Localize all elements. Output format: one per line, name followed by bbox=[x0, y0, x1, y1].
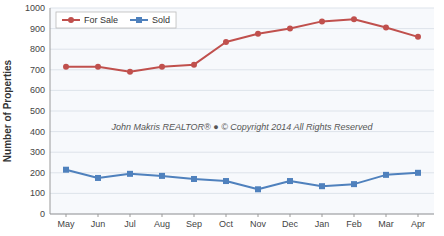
x-tick-label: May bbox=[57, 219, 75, 229]
legend: For Sale Sold bbox=[56, 12, 176, 28]
grid-line bbox=[50, 152, 434, 153]
point bbox=[159, 64, 165, 70]
legend-marker bbox=[68, 17, 74, 23]
y-tick-label: 300 bbox=[30, 147, 45, 157]
y-tick-label: 200 bbox=[30, 168, 45, 178]
x-tick-label: Oct bbox=[219, 219, 234, 229]
point bbox=[287, 178, 293, 184]
point bbox=[63, 167, 69, 173]
point bbox=[383, 25, 389, 31]
x-tick bbox=[162, 214, 163, 217]
y-axis-label: Number of Properties bbox=[2, 59, 13, 162]
y-tick-label: 400 bbox=[30, 127, 45, 137]
y-tick-label: 500 bbox=[30, 106, 45, 116]
point bbox=[223, 39, 229, 45]
x-tick bbox=[130, 214, 131, 217]
y-tick-label: 600 bbox=[30, 85, 45, 95]
point bbox=[63, 64, 69, 70]
x-tick-label: Feb bbox=[346, 219, 362, 229]
grid-line bbox=[50, 172, 434, 173]
point bbox=[319, 18, 325, 24]
x-axis-line bbox=[50, 214, 434, 215]
y-tick-label: 1000 bbox=[25, 3, 45, 13]
point bbox=[383, 172, 389, 178]
legend-box bbox=[56, 12, 176, 28]
x-tick bbox=[290, 214, 291, 217]
data-group bbox=[63, 16, 421, 192]
legend-label: Sold bbox=[152, 15, 170, 25]
grid-line bbox=[50, 90, 434, 91]
x-tick-label: Sep bbox=[186, 219, 202, 229]
x-tick-label: Dec bbox=[282, 219, 299, 229]
series-line bbox=[66, 170, 418, 190]
point bbox=[223, 178, 229, 184]
x-tick bbox=[354, 214, 355, 217]
x-axis: May Jun Jul Aug Sep Oct Nov Dec Jan Feb Mar Apr bbox=[57, 214, 425, 229]
y-tick-label: 0 bbox=[40, 209, 45, 219]
point bbox=[191, 62, 197, 68]
x-tick-label: Jun bbox=[91, 219, 106, 229]
point bbox=[415, 170, 421, 176]
plot-area bbox=[50, 8, 434, 214]
y-tick-label: 800 bbox=[30, 44, 45, 54]
x-tick bbox=[322, 214, 323, 217]
legend-label: For Sale bbox=[84, 15, 118, 25]
x-tick bbox=[226, 214, 227, 217]
point bbox=[95, 64, 101, 70]
chart: 0 100 200 300 400 500 600 700 800 900 1000 May Jun Ju… bbox=[0, 0, 444, 236]
x-tick-label: Jul bbox=[124, 219, 136, 229]
point bbox=[191, 176, 197, 182]
grid-line bbox=[50, 193, 434, 194]
grid-line bbox=[50, 111, 434, 112]
x-tick bbox=[98, 214, 99, 217]
x-tick bbox=[386, 214, 387, 217]
x-tick-label: Aug bbox=[154, 219, 170, 229]
y-axis-line bbox=[50, 8, 51, 214]
point bbox=[415, 34, 421, 40]
grid-line bbox=[50, 8, 434, 9]
point bbox=[351, 16, 357, 22]
x-tick bbox=[258, 214, 259, 217]
x-tick bbox=[418, 214, 419, 217]
legend-marker bbox=[136, 17, 142, 23]
point bbox=[351, 181, 357, 187]
grid-line bbox=[50, 214, 434, 215]
x-tick-label: Apr bbox=[411, 219, 425, 229]
point bbox=[95, 175, 101, 181]
x-tick-label: Nov bbox=[250, 219, 267, 229]
grid-line bbox=[50, 69, 434, 70]
point bbox=[127, 69, 133, 75]
y-tick-label: 900 bbox=[30, 24, 45, 34]
grid-line bbox=[50, 49, 434, 50]
annotation: John Makris REALTOR® ● © Copyright 2014 … bbox=[110, 122, 373, 132]
point bbox=[287, 26, 293, 32]
point bbox=[255, 186, 261, 192]
x-tick-label: Jan bbox=[315, 219, 330, 229]
x-tick bbox=[66, 214, 67, 217]
y-tick-label: 100 bbox=[30, 188, 45, 198]
point bbox=[127, 171, 133, 177]
point bbox=[319, 183, 325, 189]
point bbox=[255, 31, 261, 37]
point bbox=[159, 173, 165, 179]
y-tick-label: 700 bbox=[30, 65, 45, 75]
y-axis: 0 100 200 300 400 500 600 700 800 900 1000 bbox=[25, 3, 434, 219]
x-tick bbox=[194, 214, 195, 217]
x-tick-label: Mar bbox=[378, 219, 394, 229]
